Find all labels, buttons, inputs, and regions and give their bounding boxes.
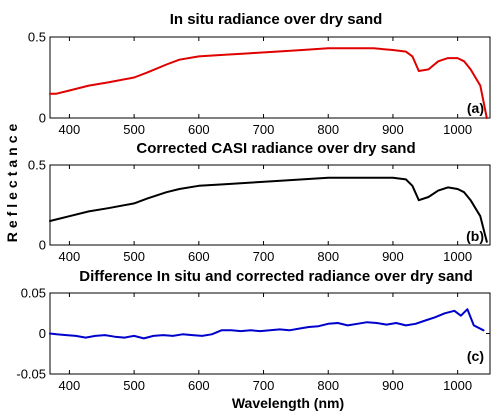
panel-b-y-tick-label: 0 [39, 238, 46, 253]
panel-b-x-tick-label: 600 [188, 249, 210, 264]
panel-a-axes-frame [49, 36, 491, 119]
panel-c-axes-frame [49, 292, 491, 375]
y-axis-label: Reflectance [4, 120, 20, 243]
panel-a-title: In situ radiance over dry sand [170, 11, 383, 28]
panel-c-x-tick-label: 400 [59, 378, 81, 393]
panel-a-x-tick-label: 1000 [443, 122, 472, 137]
panel-c-series-line [49, 308, 485, 340]
panel-a-label: (a) [467, 100, 484, 116]
panel-c: 400 500 600 700 800 900 1000 -0.05 0 0.05 [16, 286, 491, 393]
panel-c-x-tick-label: 600 [188, 378, 210, 393]
panel-a-x-tick-label: 800 [317, 122, 339, 137]
panel-b-x-tick-label: 800 [317, 249, 339, 264]
panel-b-series-line [49, 176, 488, 243]
panel-b-x-tick-label: 700 [253, 249, 275, 264]
panel-c-x-tick-label: 500 [123, 378, 145, 393]
panel-c-label: (c) [467, 348, 484, 364]
panel-b-y-tick-label: 0.5 [28, 158, 46, 173]
panel-b: 400 500 600 700 800 900 1000 0 0.5 [28, 158, 491, 264]
panel-a-x-tick-label: 400 [59, 122, 81, 137]
panel-b-title: Corrected CASI radiance over dry sand [136, 140, 415, 157]
panel-c-y-tick-label: -0.05 [16, 367, 46, 382]
panel-c-y-tick-label: 0.05 [21, 286, 46, 301]
panel-b-x-tick-label: 500 [123, 249, 145, 264]
panel-a-x-tick-label: 900 [382, 122, 404, 137]
panel-c-title: Difference In situ and corrected radianc… [79, 268, 472, 285]
panel-b-label: (b) [466, 228, 484, 244]
panel-a: 400 500 600 700 800 900 1000 0 0.5 [28, 30, 491, 137]
panel-a-y-tick-label: 0.5 [28, 30, 46, 45]
panel-c-x-tick-label: 700 [253, 378, 275, 393]
x-axis-label: Wavelength (nm) [232, 395, 344, 411]
plots: 400 500 600 700 800 900 1000 0 0.5 400 500 600 700 80… [16, 30, 491, 393]
panel-c-y-tick-label: 0 [39, 326, 46, 341]
panel-b-axes-frame [49, 164, 491, 246]
panel-b-x-tick-label: 1000 [443, 249, 472, 264]
panel-a-x-tick-label: 600 [188, 122, 210, 137]
panel-a-series-line [49, 47, 488, 119]
panel-b-x-tick-label: 900 [382, 249, 404, 264]
panel-a-x-tick-label: 500 [123, 122, 145, 137]
panel-c-x-tick-label: 800 [317, 378, 339, 393]
panel-b-x-tick-label: 400 [59, 249, 81, 264]
panel-c-x-tick-label: 1000 [443, 378, 472, 393]
panel-a-y-tick-label: 0 [39, 111, 46, 126]
panel-a-x-tick-label: 700 [253, 122, 275, 137]
panel-c-x-tick-label: 900 [382, 378, 404, 393]
